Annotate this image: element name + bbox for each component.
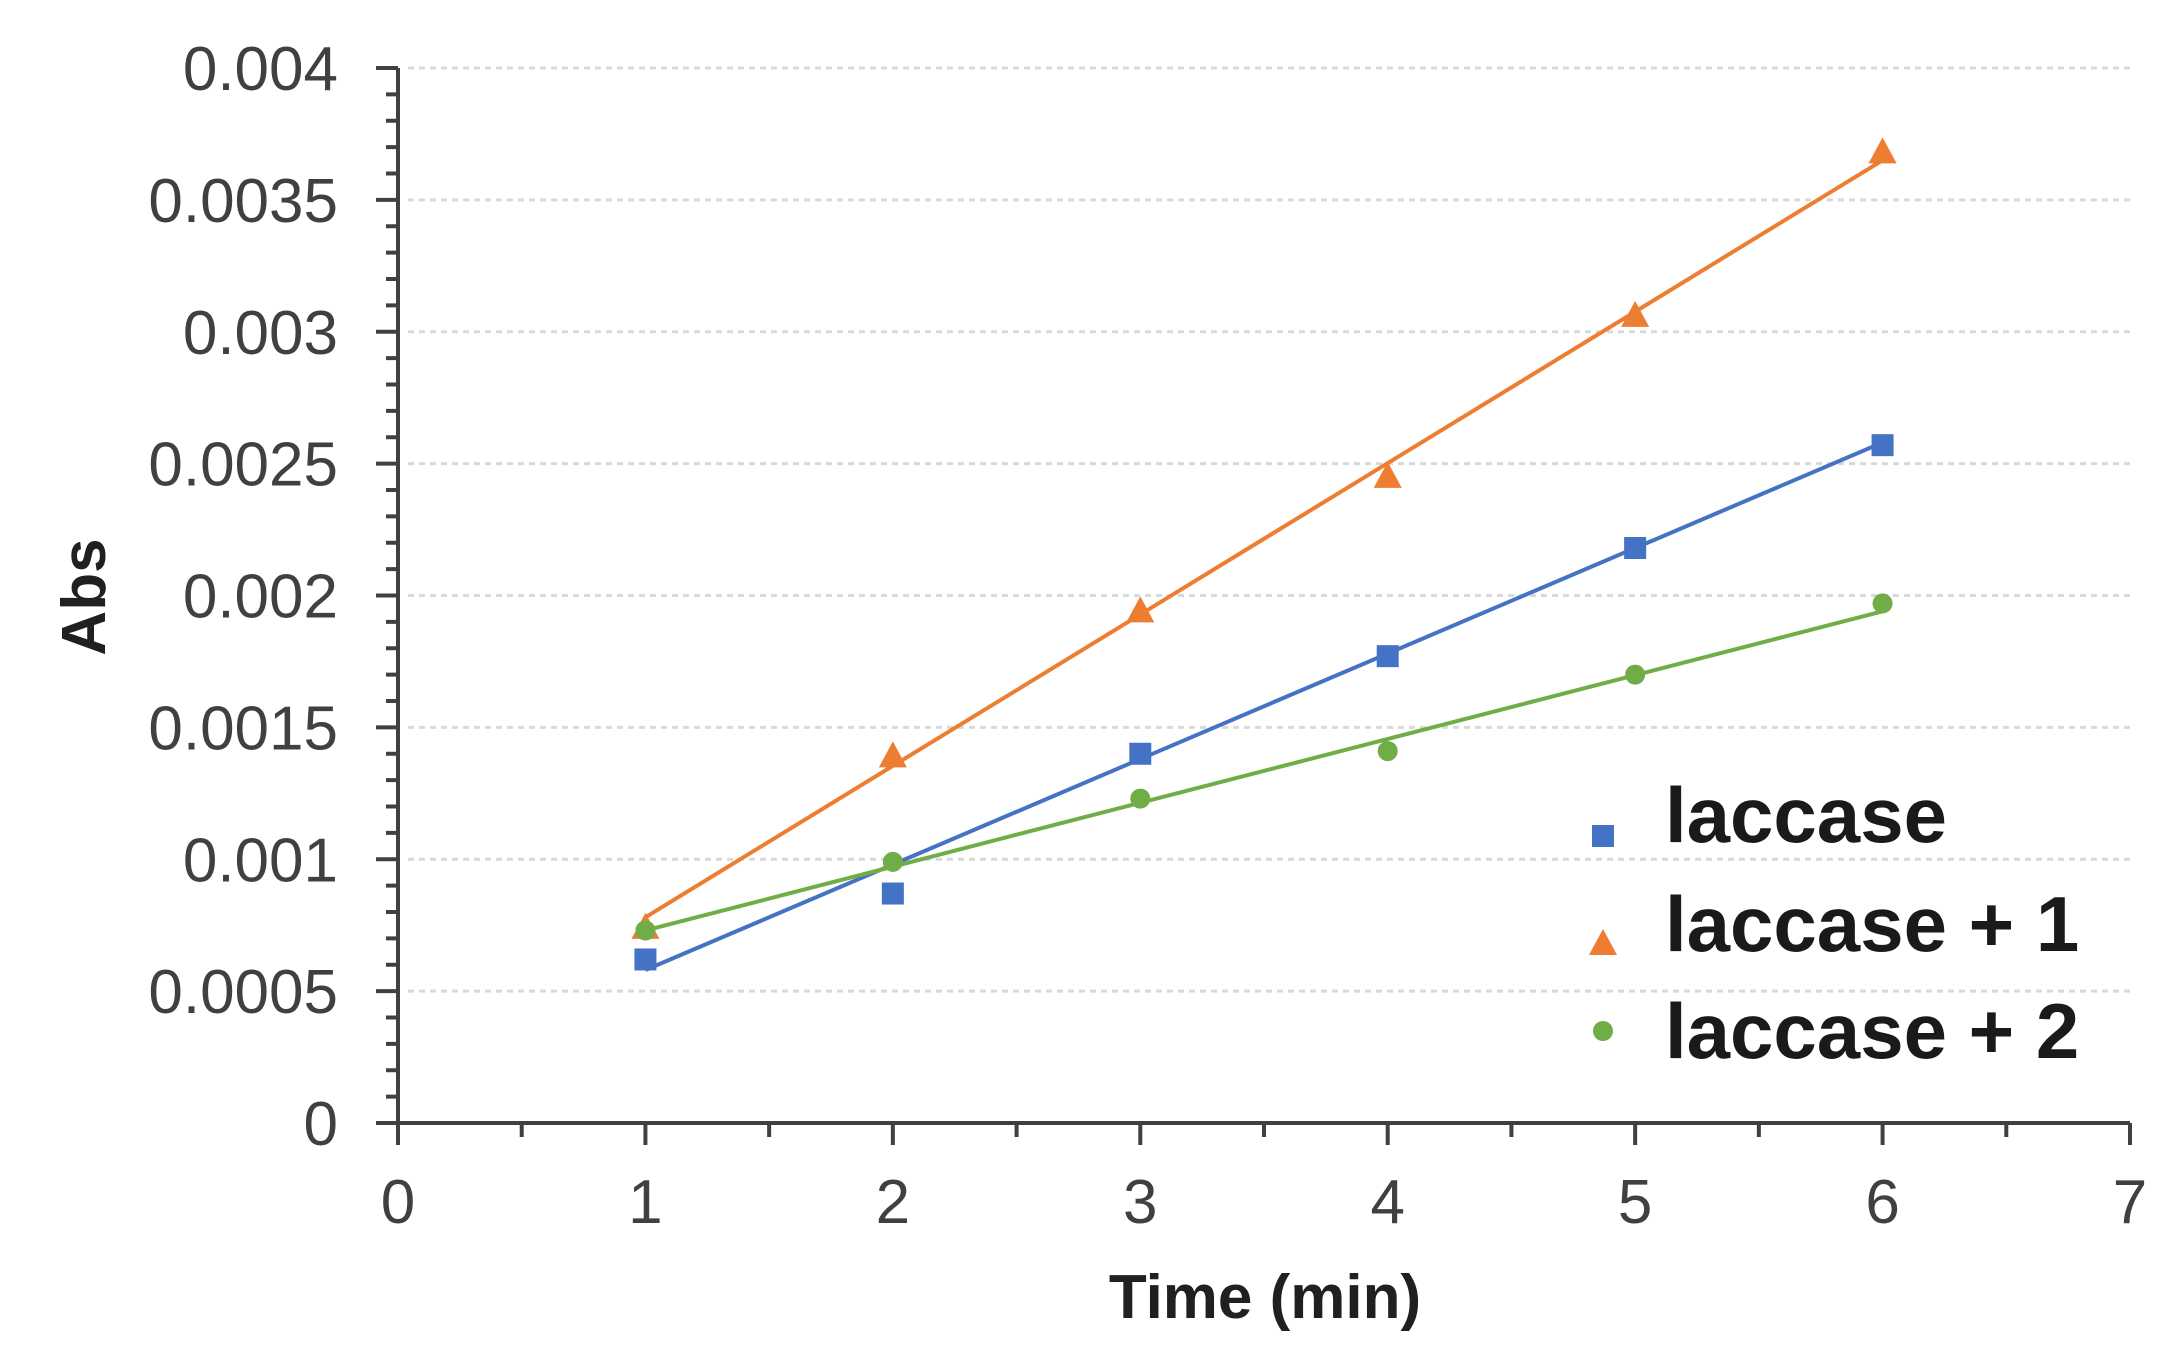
legend-label-laccase-plus-2: laccase + 2 — [1665, 987, 2079, 1075]
data-point-circle — [882, 851, 903, 872]
ticks: 0 0.0005 0.001 0.0015 0.002 0.0025 0.003 0.0035… — [148, 35, 2147, 1237]
y-tick-label: 0.002 — [183, 563, 338, 632]
data-point-triangle — [1868, 137, 1897, 164]
trendline-triangle — [644, 158, 1884, 919]
data-point-circle — [1872, 593, 1893, 614]
legend-label-laccase-plus-1: laccase + 1 — [1665, 880, 2079, 968]
y-tick-label: 0.004 — [183, 35, 338, 104]
x-tick-label: 6 — [1865, 1168, 1899, 1237]
data-point-triangle — [878, 741, 907, 768]
data-point-square — [634, 948, 657, 971]
data-point-square — [1624, 537, 1647, 560]
data-point-square — [1129, 742, 1152, 765]
y-tick-label: 0 — [304, 1090, 338, 1159]
data-point-square — [1376, 645, 1399, 668]
y-tick-label: 0.0005 — [148, 958, 338, 1027]
y-tick-label: 0.003 — [183, 299, 338, 368]
y-tick-label: 0.0025 — [148, 431, 338, 500]
data-point-circle — [1625, 664, 1646, 685]
data-point-square — [1871, 434, 1894, 457]
y-tick-label: 0.0035 — [148, 167, 338, 236]
legend-symbol-square — [1592, 825, 1614, 847]
data-point-circle — [1130, 788, 1151, 809]
data-point-circle — [1377, 741, 1398, 762]
trendlines — [644, 158, 1884, 972]
x-tick-label: 1 — [628, 1168, 662, 1237]
x-tick-label: 7 — [2113, 1168, 2147, 1237]
legend-symbol-circle — [1593, 1021, 1613, 1041]
data-point-triangle — [1126, 596, 1155, 623]
y-tick-label: 0.001 — [183, 826, 338, 895]
x-tick-label: 3 — [1123, 1168, 1157, 1237]
x-tick-label: 5 — [1618, 1168, 1652, 1237]
legend: laccase laccase + 1 laccase + 2 — [1589, 771, 2079, 1075]
trendline-square — [644, 440, 1884, 972]
legend-symbol-triangle — [1589, 929, 1617, 955]
data-point-circle — [635, 920, 656, 941]
legend-label-laccase: laccase — [1665, 771, 1947, 859]
x-axis-title: Time (min) — [1109, 1263, 1421, 1332]
data-point-square — [881, 882, 904, 905]
data-point-triangle — [1621, 300, 1650, 327]
x-tick-label: 2 — [876, 1168, 910, 1237]
data-point-triangle — [1373, 461, 1402, 488]
y-tick-label: 0.0015 — [148, 694, 338, 763]
trendline-circle — [644, 609, 1884, 933]
y-axis-title: Abs — [50, 538, 119, 655]
x-tick-label: 4 — [1370, 1168, 1404, 1237]
grid — [408, 66, 2130, 993]
x-tick-label: 0 — [381, 1168, 415, 1237]
markers — [631, 137, 1897, 971]
